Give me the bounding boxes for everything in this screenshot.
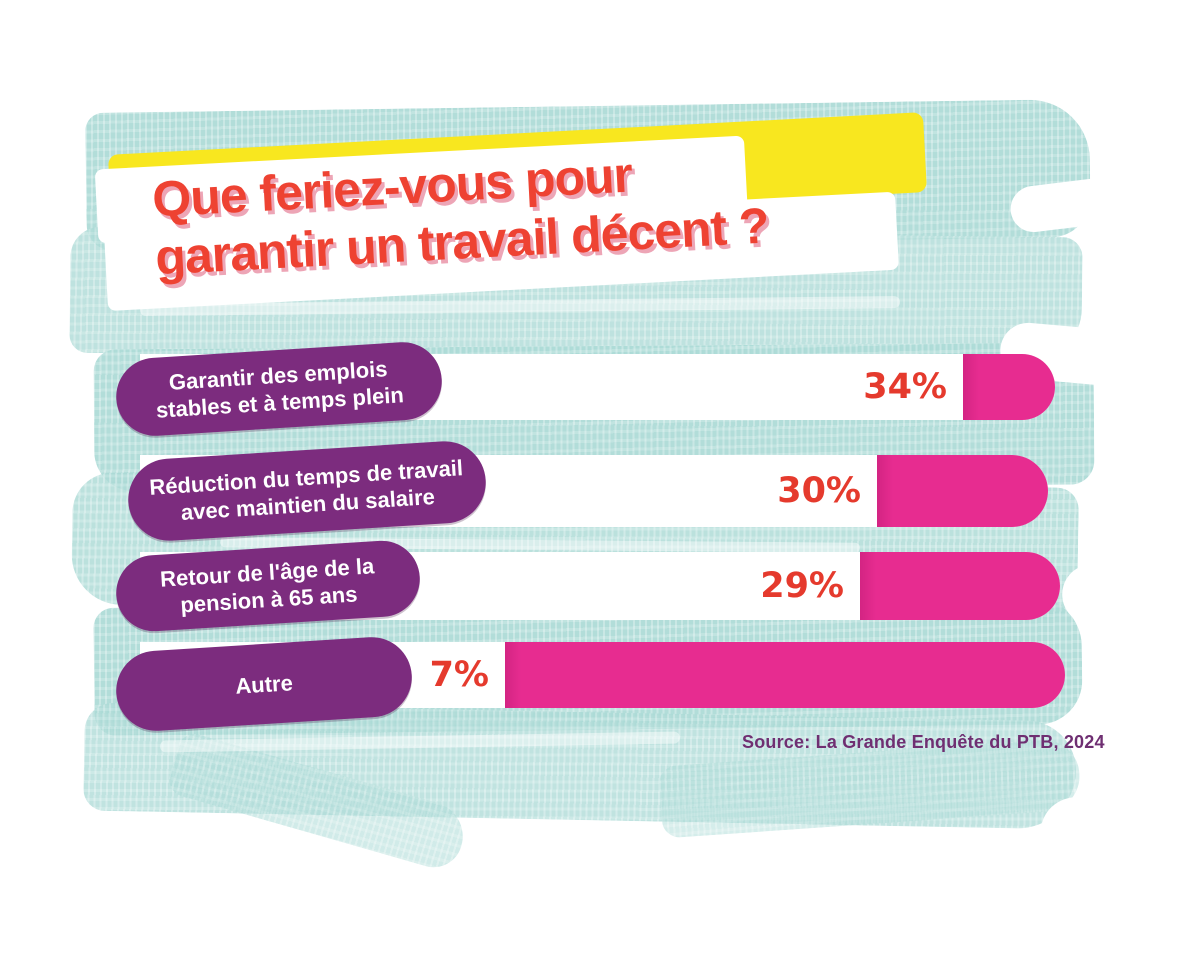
value-label: 29% <box>760 566 844 606</box>
bar-row: 30% Réduction du temps de travail avec m… <box>0 438 1200 544</box>
category-pill: Autre <box>113 634 415 734</box>
bar-fill <box>505 642 1065 708</box>
bar-fill <box>877 455 1048 527</box>
bar-row: 7% Autre <box>0 634 1200 734</box>
value-label: 30% <box>777 471 861 511</box>
bar-row: 29% Retour de l'âge de la pension à 65 a… <box>0 538 1200 634</box>
bar-fill <box>963 354 1055 420</box>
category-label-line: Autre <box>234 669 294 699</box>
value-label: 7% <box>429 655 489 695</box>
source-caption: Source: La Grande Enquête du PTB, 2024 <box>742 732 1105 752</box>
value-label: 34% <box>863 367 947 407</box>
bar-fill <box>860 552 1060 620</box>
bar-row: 34% Garantir des emplois stables et à te… <box>0 339 1200 439</box>
